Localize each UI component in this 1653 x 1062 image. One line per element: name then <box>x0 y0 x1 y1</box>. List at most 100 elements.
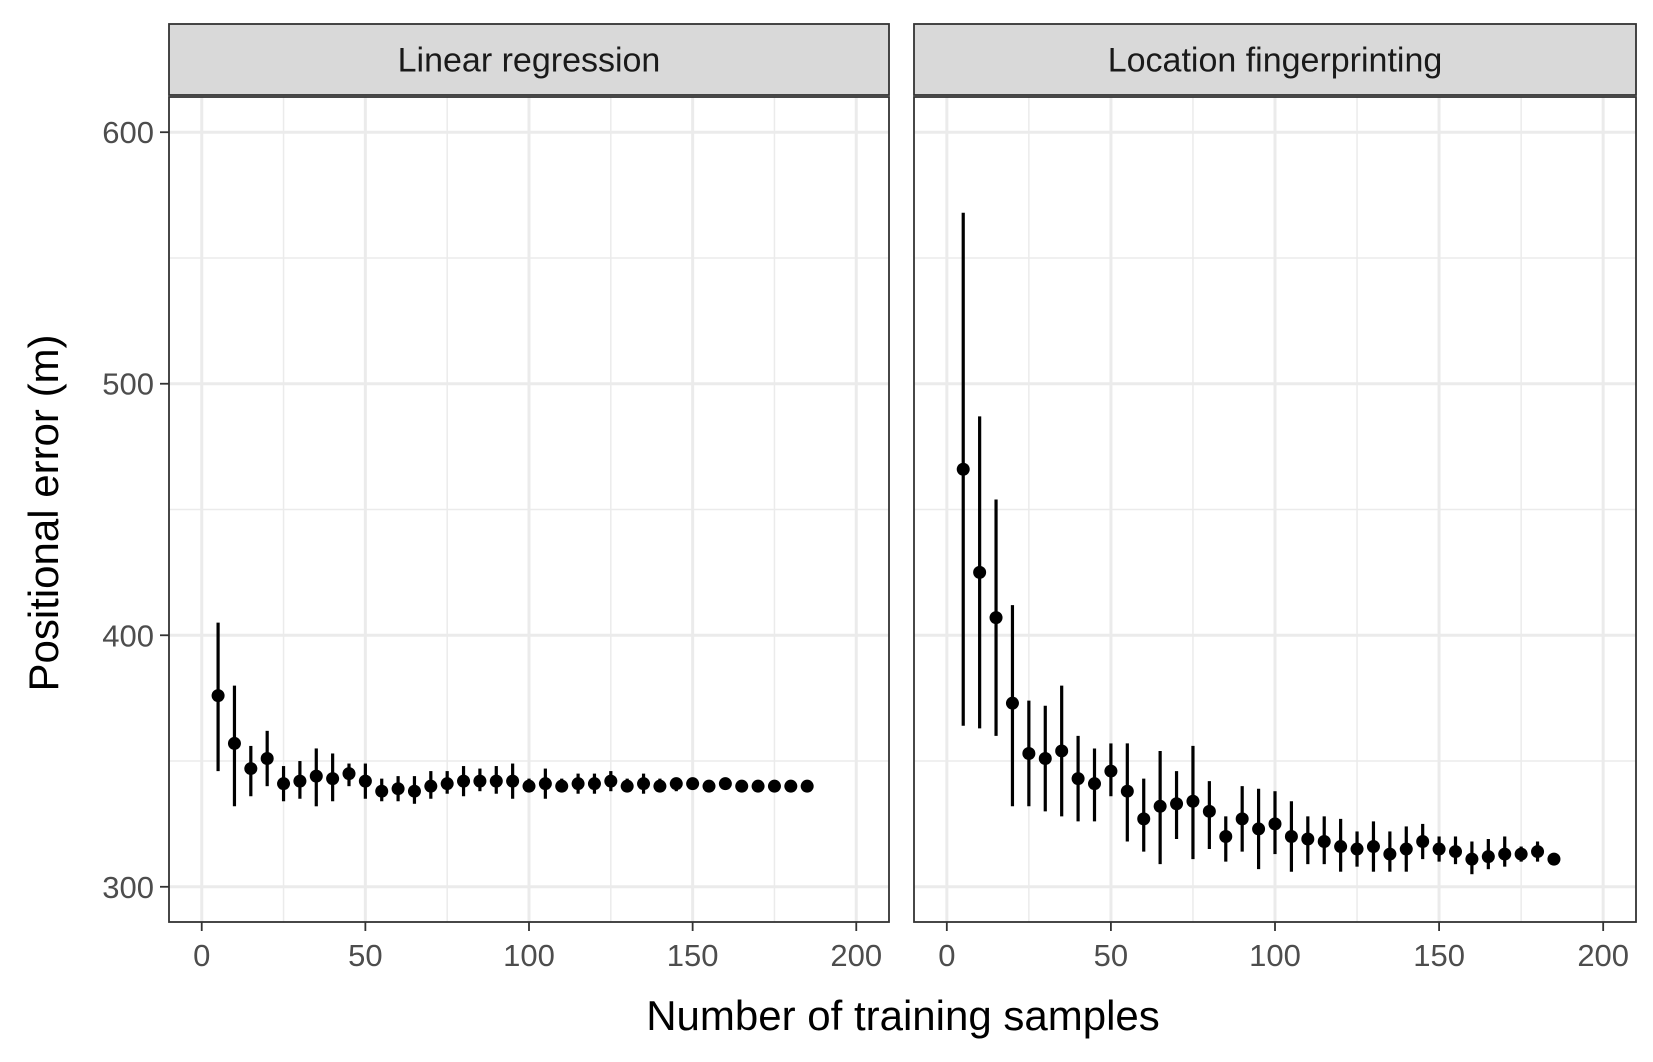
data-point <box>1252 822 1266 836</box>
data-marks <box>211 622 814 807</box>
panel-2: Location fingerprinting 0 50 100 150 200 <box>913 23 1637 973</box>
data-point <box>718 777 732 791</box>
data-point <box>1366 840 1380 854</box>
x-tick-label: 0 <box>938 938 955 973</box>
data-point <box>1120 784 1134 798</box>
data-point <box>571 777 585 791</box>
data-point <box>1202 804 1216 818</box>
y-tick-label: 400 <box>102 618 154 653</box>
data-point <box>1153 799 1167 813</box>
y-tick-label: 300 <box>102 870 154 905</box>
data-point <box>1088 777 1101 791</box>
y-tick-label: 500 <box>102 367 154 402</box>
data-point <box>342 767 356 781</box>
facet-strip <box>913 23 1637 96</box>
data-point <box>1317 835 1331 849</box>
data-point <box>1514 847 1528 861</box>
data-point <box>440 777 454 791</box>
data-point <box>1334 840 1348 854</box>
data-point <box>1071 772 1085 786</box>
data-point <box>751 779 765 793</box>
x-tick-label: 100 <box>503 938 555 973</box>
data-point <box>211 689 225 703</box>
x-axis: 0 50 100 150 200 <box>193 922 882 973</box>
grid <box>914 97 1636 922</box>
x-tick-label: 100 <box>1249 938 1301 973</box>
data-point <box>1137 812 1151 826</box>
data-point <box>1481 850 1495 864</box>
x-tick-label: 200 <box>830 938 882 973</box>
y-tick-label: 600 <box>102 115 154 150</box>
data-point <box>407 784 421 798</box>
data-point <box>1055 744 1069 758</box>
data-point <box>653 779 667 793</box>
data-marks <box>956 212 1561 875</box>
x-tick-label: 0 <box>193 938 210 973</box>
data-point <box>702 779 716 793</box>
x-axis: 0 50 100 150 200 <box>938 922 1629 973</box>
data-point <box>1432 842 1446 856</box>
facet-strip-label: Linear regression <box>398 42 661 80</box>
data-point <box>1005 696 1019 710</box>
data-point <box>244 762 258 776</box>
data-point <box>735 779 749 793</box>
data-point <box>1284 829 1298 843</box>
data-point <box>669 777 683 791</box>
data-point <box>1383 847 1397 861</box>
data-point <box>1104 764 1118 778</box>
data-point <box>784 779 798 793</box>
data-point <box>1170 797 1184 811</box>
data-point <box>260 752 274 766</box>
data-point <box>973 565 987 579</box>
data-point <box>522 779 536 793</box>
data-point <box>457 774 471 788</box>
facet-strip-label: Location fingerprinting <box>1108 42 1443 80</box>
data-point <box>1498 847 1512 861</box>
data-point <box>604 774 618 788</box>
y-axis-title: Positional error (m) <box>20 334 67 691</box>
data-point <box>358 774 372 788</box>
data-point <box>1547 852 1561 866</box>
data-point <box>1301 832 1315 846</box>
data-point <box>391 782 405 796</box>
data-point <box>1465 852 1479 866</box>
data-point <box>1350 842 1364 856</box>
x-axis-title: Number of training samples <box>646 992 1160 1039</box>
data-point <box>1219 829 1233 843</box>
data-point <box>489 774 503 788</box>
data-point <box>767 779 781 793</box>
grid <box>169 97 889 922</box>
y-axis: 300 400 500 600 <box>102 115 169 905</box>
data-point <box>637 777 651 791</box>
data-point <box>1399 842 1413 856</box>
data-point <box>1416 835 1430 849</box>
data-point <box>1449 845 1462 859</box>
data-point <box>424 779 438 793</box>
data-point <box>1022 746 1036 760</box>
data-point <box>293 774 307 788</box>
data-point <box>686 777 700 791</box>
data-point <box>1038 752 1052 766</box>
data-point <box>1186 794 1200 808</box>
x-tick-label: 150 <box>1413 938 1465 973</box>
data-point <box>227 736 241 750</box>
data-point <box>620 779 634 793</box>
data-point <box>538 777 552 791</box>
x-tick-label: 200 <box>1577 938 1629 973</box>
data-point <box>375 784 389 798</box>
x-tick-label: 50 <box>1094 938 1128 973</box>
data-point <box>473 774 487 788</box>
data-point <box>800 779 814 793</box>
facet-strip <box>168 23 890 96</box>
data-point <box>587 777 601 791</box>
x-tick-label: 150 <box>667 938 719 973</box>
data-point <box>1268 817 1282 831</box>
data-point <box>1235 812 1249 826</box>
data-point <box>326 772 340 786</box>
data-point <box>277 777 291 791</box>
panel-1: Linear regression 0 50 100 150 200 <box>168 23 890 973</box>
data-point <box>309 769 323 783</box>
x-tick-label: 50 <box>348 938 382 973</box>
